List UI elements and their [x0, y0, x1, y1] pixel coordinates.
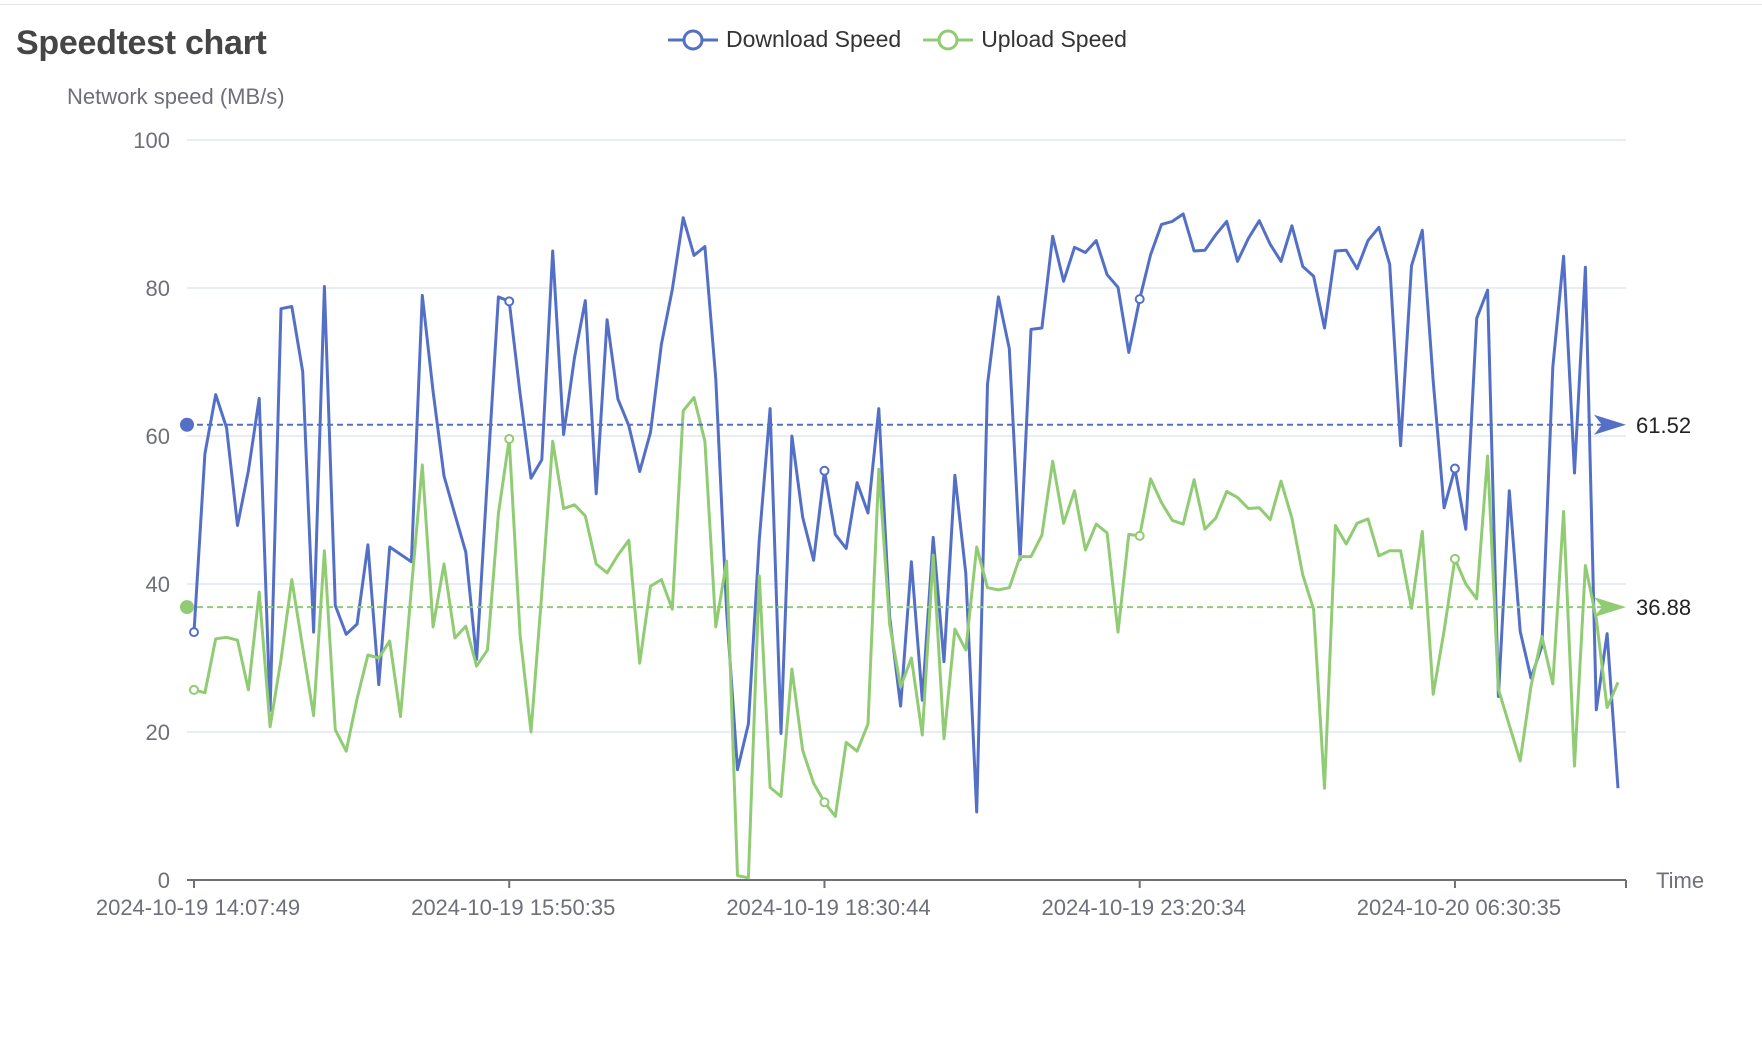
series-line-1	[193, 396, 1620, 880]
y-tick-label-40: 40	[146, 572, 170, 597]
x-tick-label-0: 2024-10-19 14:07:49	[96, 895, 300, 920]
series-0-point-116	[1449, 463, 1460, 474]
y-tick-label-60: 60	[146, 424, 170, 449]
legend-upload-icon	[923, 29, 974, 50]
y-tick-label-100: 100	[133, 128, 170, 153]
y-tick-label-20: 20	[146, 720, 170, 745]
x-axis-title: Time	[1656, 868, 1704, 893]
legend: Download Speed Upload Speed	[668, 26, 1149, 53]
series-line-0	[192, 212, 1620, 814]
series-0-point-58	[819, 465, 830, 476]
y-axis-title: Network speed (MB/s)	[67, 84, 285, 109]
top-border	[0, 4, 1762, 5]
series-1-point-29	[504, 433, 515, 444]
series-1-point-116	[1449, 553, 1460, 564]
legend-item-download[interactable]: Download Speed	[668, 26, 901, 53]
average-label-1: 36.88	[1636, 595, 1691, 620]
chart-title: Speedtest chart	[16, 24, 267, 62]
average-start-dot-1	[180, 600, 194, 615]
series-1-point-0	[189, 684, 199, 695]
x-tick-label-2: 2024-10-19 18:30:44	[726, 895, 930, 920]
x-tick-label-1: 2024-10-19 15:50:35	[411, 895, 615, 920]
series-0-point-0	[189, 627, 199, 638]
average-arrow-1	[1594, 597, 1626, 618]
legend-item-upload[interactable]: Upload Speed	[923, 26, 1127, 53]
series-1-point-87	[1134, 530, 1145, 541]
series-0-point-87	[1134, 294, 1145, 305]
series-0-point-29	[504, 296, 515, 307]
x-tick-label-3: 2024-10-19 23:20:34	[1042, 895, 1246, 920]
series-1-point-58	[819, 797, 830, 808]
legend-download-icon	[668, 29, 718, 50]
average-label-0: 61.52	[1636, 413, 1691, 438]
average-start-dot-0	[180, 417, 194, 432]
y-tick-label-0: 0	[158, 868, 170, 893]
y-tick-label-80: 80	[146, 276, 170, 301]
legend-download-label: Download Speed	[726, 26, 902, 52]
average-arrow-0	[1594, 414, 1626, 435]
legend-upload-label: Upload Speed	[981, 26, 1127, 52]
x-tick-label-4: 2024-10-20 06:30:35	[1357, 895, 1561, 920]
